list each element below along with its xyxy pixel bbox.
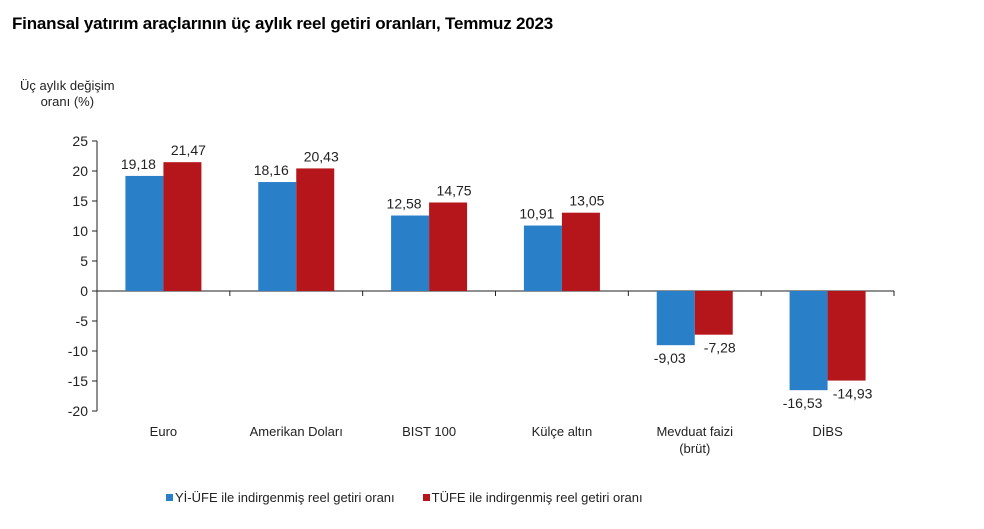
category-label: (brüt) bbox=[679, 441, 710, 456]
value-label: 19,18 bbox=[121, 156, 156, 172]
category-label: Külçe altın bbox=[532, 424, 593, 439]
value-label: 20,43 bbox=[304, 148, 339, 164]
value-label: 18,16 bbox=[254, 162, 289, 178]
y-tick-label: -15 bbox=[68, 373, 88, 389]
bar bbox=[523, 225, 562, 291]
legend-item-yiufe: Yİ-ÜFE ile indirgenmiş reel getiri oranı bbox=[166, 490, 395, 505]
category-label: Euro bbox=[150, 424, 177, 439]
value-label: -7,28 bbox=[704, 340, 736, 356]
bar bbox=[827, 291, 866, 381]
y-tick-label: -10 bbox=[68, 343, 88, 359]
y-tick-label: 25 bbox=[72, 133, 88, 149]
y-axis-label: Üç aylık değişim oranı (%) bbox=[20, 78, 115, 110]
legend-swatch-yiufe bbox=[166, 494, 173, 501]
value-label: -16,53 bbox=[783, 395, 823, 411]
bar bbox=[296, 168, 335, 291]
legend-swatch-tufe bbox=[422, 494, 430, 501]
legend-label-tufe: TÜFE ile indirgenmiş reel getiri oranı bbox=[431, 490, 643, 505]
category-label: BIST 100 bbox=[402, 424, 456, 439]
y-tick-label: -20 bbox=[68, 403, 88, 419]
value-label: 21,47 bbox=[171, 142, 206, 158]
value-label: 13,05 bbox=[569, 193, 604, 209]
chart-title: Finansal yatırım araçlarının üç aylık re… bbox=[12, 14, 554, 33]
legend-label-yiufe: Yİ-ÜFE ile indirgenmiş reel getiri oranı bbox=[175, 490, 395, 505]
value-label: -9,03 bbox=[654, 350, 686, 366]
bar bbox=[789, 291, 828, 391]
bar bbox=[656, 291, 695, 346]
legend-item-tufe: TÜFE ile indirgenmiş reel getiri oranı bbox=[422, 490, 643, 505]
category-label: Amerikan Doları bbox=[250, 424, 343, 439]
bar bbox=[429, 202, 468, 291]
y-tick-label: 10 bbox=[72, 223, 88, 239]
legend: Yİ-ÜFE ile indirgenmiş reel getiri oranı… bbox=[166, 490, 643, 505]
value-label: 12,58 bbox=[387, 196, 422, 212]
category-label: DİBS bbox=[812, 424, 843, 439]
bar bbox=[561, 212, 600, 291]
bar bbox=[125, 175, 164, 291]
y-tick-label: 20 bbox=[72, 163, 88, 179]
value-label: -14,93 bbox=[833, 386, 873, 402]
value-label: 14,75 bbox=[437, 183, 472, 199]
y-tick-label: 15 bbox=[72, 193, 88, 209]
y-tick-label: -5 bbox=[76, 313, 89, 329]
bar bbox=[258, 182, 297, 291]
y-axis-label-line2: oranı (%) bbox=[40, 94, 95, 109]
value-label: 10,91 bbox=[519, 206, 554, 222]
y-axis-label-line1: Üç aylık değişim bbox=[20, 78, 115, 93]
category-label: Mevduat faizi bbox=[656, 424, 733, 439]
bar bbox=[163, 162, 202, 291]
y-tick-label: 5 bbox=[80, 253, 88, 269]
y-tick-label: 0 bbox=[80, 283, 88, 299]
bar bbox=[391, 215, 430, 291]
bar bbox=[694, 291, 733, 335]
